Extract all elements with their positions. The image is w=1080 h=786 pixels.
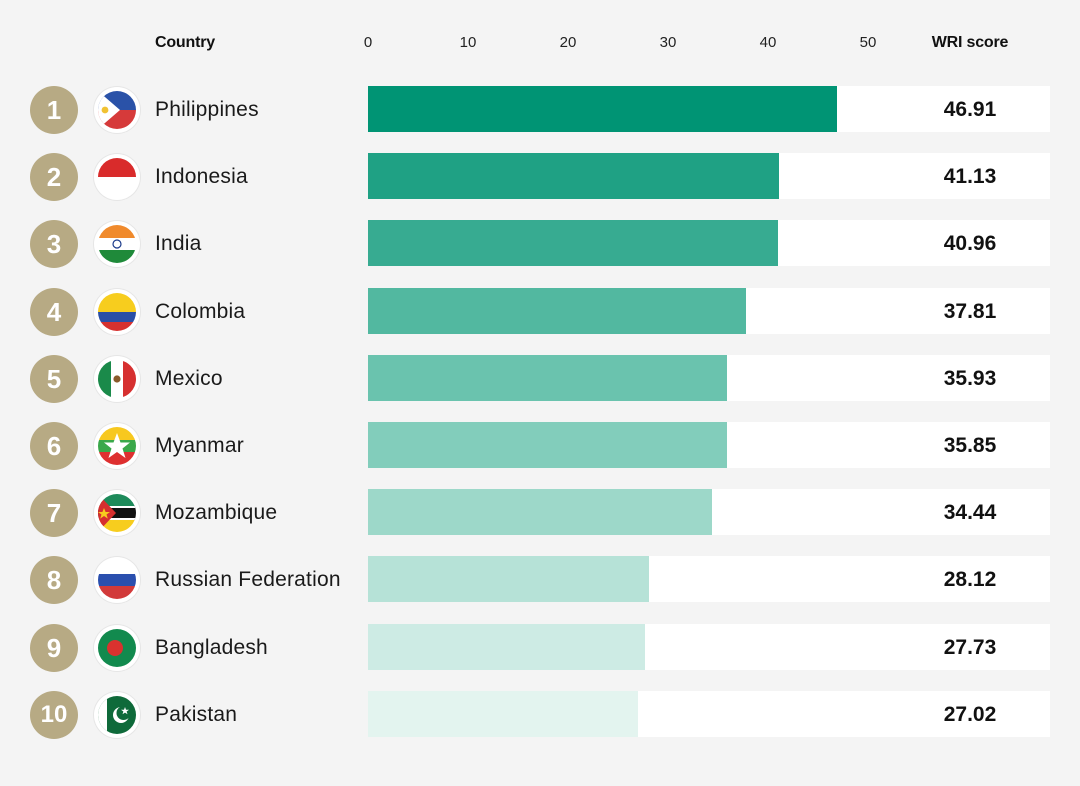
russia-flag-icon — [94, 557, 140, 604]
bar-track — [368, 287, 1050, 334]
mozambique-flag-icon — [94, 490, 140, 537]
score-value-label: 27.02 — [943, 702, 997, 726]
x-tick-label: 20 — [559, 34, 577, 51]
mexico-flag-icon — [94, 355, 140, 402]
country-label: Mexico — [155, 366, 223, 390]
score-value-label: 27.73 — [943, 635, 997, 659]
rank-badge: 2 — [30, 153, 78, 202]
bar — [368, 220, 778, 267]
colombia-flag-icon — [94, 288, 140, 335]
chart-row: 9 Bangladesh 27.73 — [0, 623, 1080, 672]
chart-row: 2 Indonesia 41.13 — [0, 153, 1080, 202]
rank-badge: 5 — [30, 354, 78, 403]
philippines-flag-icon — [94, 87, 140, 133]
country-label: Myanmar — [155, 434, 244, 457]
bar-track — [368, 556, 1050, 603]
bar — [368, 86, 838, 132]
bar-track — [368, 690, 1050, 737]
chart-row: 4 Colombia 37.81 — [0, 287, 1080, 336]
bar — [368, 556, 650, 603]
country-column-header: Country — [155, 34, 215, 51]
country-label: Philippines — [155, 98, 259, 121]
score-value-label: 28.12 — [943, 568, 997, 592]
bangladesh-flag-icon — [94, 624, 140, 671]
rank-badge: 3 — [30, 220, 78, 269]
country-label: India — [155, 232, 202, 256]
x-tick-label: 40 — [759, 34, 777, 51]
score-value-label: 41.13 — [943, 165, 997, 189]
bar — [368, 690, 639, 737]
chart-row: 6 Myanmar 35.85 — [0, 422, 1080, 470]
bar-track — [368, 489, 1050, 536]
bar-track — [368, 220, 1050, 267]
pakistan-flag-icon — [94, 691, 140, 738]
score-column-header: WRI score — [931, 34, 1009, 51]
bar-track — [368, 623, 1050, 670]
x-tick-label: 30 — [659, 34, 677, 51]
score-value-label: 35.93 — [943, 366, 997, 390]
x-tick-label: 10 — [459, 34, 477, 51]
country-label: Colombia — [155, 299, 246, 323]
bar — [368, 153, 780, 200]
chart-row: 5 Mexico 35.93 — [0, 354, 1080, 403]
country-label: Indonesia — [155, 165, 248, 189]
indonesia-flag-icon — [94, 154, 140, 201]
bar — [368, 489, 713, 536]
bar-track — [368, 153, 1050, 200]
x-tick-label: 0 — [363, 34, 373, 51]
rank-badge: 4 — [30, 287, 78, 336]
country-label: Bangladesh — [155, 635, 268, 659]
rank-badge: 10 — [30, 690, 78, 739]
chart-row: 10 Pakistan 27.02 — [0, 690, 1080, 739]
rank-badge: 7 — [30, 489, 78, 538]
rank-badge: 1 — [30, 86, 78, 134]
rank-badge: 8 — [30, 556, 78, 605]
x-tick-label: 50 — [859, 34, 877, 51]
bar-track — [368, 86, 1050, 132]
bar-track — [368, 354, 1050, 401]
bar — [368, 287, 747, 334]
india-flag-icon — [94, 221, 140, 268]
score-value-label: 46.91 — [943, 98, 997, 121]
country-label: Mozambique — [155, 501, 278, 525]
myanmar-flag-icon — [94, 423, 140, 469]
bar — [368, 422, 727, 468]
bar-track — [368, 422, 1050, 468]
chart-row: 8 Russian Federation 28.12 — [0, 556, 1080, 605]
rank-badge: 9 — [30, 623, 78, 672]
bar — [368, 354, 728, 401]
bar — [368, 623, 646, 670]
rank-badge: 6 — [30, 422, 78, 470]
score-value-label: 34.44 — [943, 501, 997, 525]
chart-row: 3 India 40.96 — [0, 220, 1080, 269]
country-label: Pakistan — [155, 702, 238, 726]
score-value-label: 40.96 — [943, 232, 997, 256]
country-label: Russian Federation — [155, 568, 341, 592]
chart-row: 1 Philippines 46.91 — [0, 86, 1080, 134]
chart-row: 7 Mozambique 34.44 — [0, 489, 1080, 538]
score-value-label: 35.85 — [943, 434, 997, 457]
score-value-label: 37.81 — [943, 299, 997, 323]
